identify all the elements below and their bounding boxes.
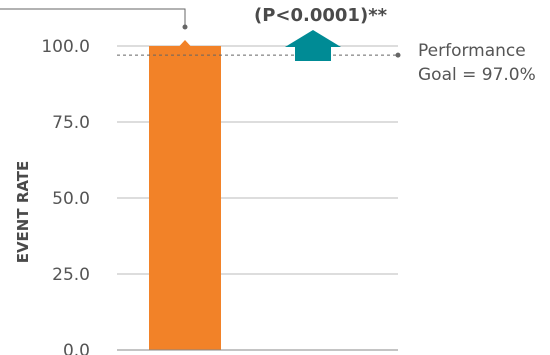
performance-goal-label-line1: Performance [418, 41, 526, 61]
y-tick-label: 50.0 [52, 189, 90, 209]
y-tick-labels: 0.0 25.0 50.0 75.0 100.0 [41, 37, 90, 355]
bar-top-marker [179, 40, 191, 47]
y-tick-label: 100.0 [41, 37, 90, 57]
y-axis-title: EVENT RATE [14, 161, 32, 264]
bars [149, 40, 221, 350]
up-arrow-icon [285, 30, 341, 61]
y-tick-label: 25.0 [52, 265, 90, 285]
performance-goal-label-line2: Goal = 97.0% [418, 65, 536, 85]
bar [149, 46, 221, 350]
bracket-connector [0, 8, 186, 26]
y-tick-label: 0.0 [63, 341, 90, 355]
bracket-end-marker [182, 24, 188, 30]
performance-goal-marker [395, 52, 401, 58]
y-tick-label: 75.0 [52, 113, 90, 133]
p-value-label: (P<0.0001)** [254, 5, 388, 26]
